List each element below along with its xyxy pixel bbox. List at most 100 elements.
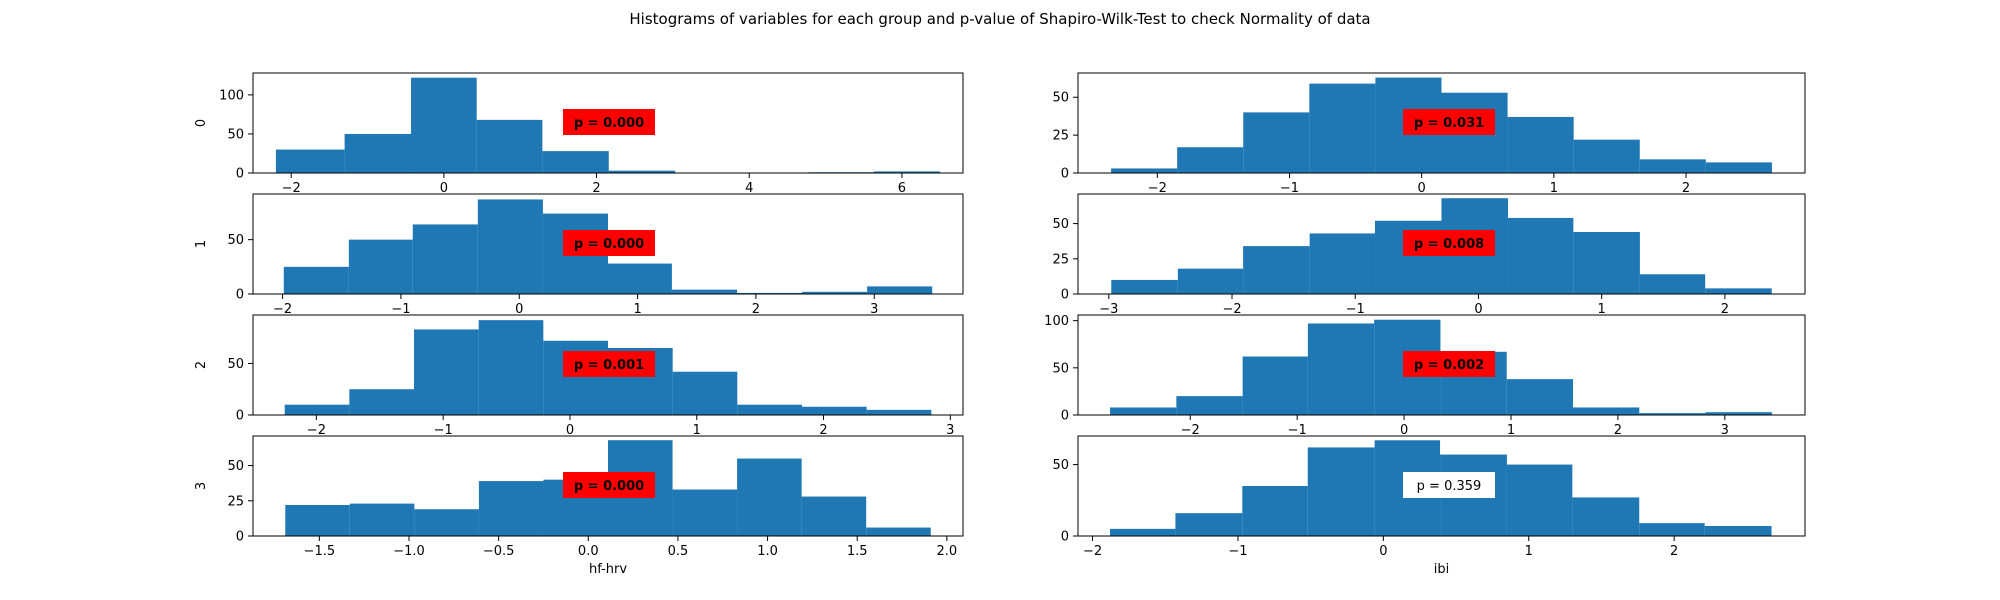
p-value-box [1403,230,1495,256]
y-tick-label: 0 [1061,288,1069,303]
p-value-label: p = 0.000 [574,116,644,131]
histogram-bar [412,224,478,294]
y-tick-label: 0 [236,530,244,545]
axes-frame [1077,72,1806,174]
x-tick-label: −2 [1148,181,1167,196]
p-value-label: p = 0.001 [574,358,644,373]
histogram-bar [672,371,738,415]
histogram-bar [1506,379,1574,415]
x-tick-label: 1 [1598,302,1606,317]
y-tick-label: 50 [227,127,244,142]
histogram-bar [1309,83,1376,173]
histogram-bar [801,496,867,536]
histogram-bar [1243,112,1310,173]
x-tick-label: 2 [752,302,760,317]
subplot-ibi-group-0: −2 −1 0 1 2 0 25 50 p = 0.031 [1052,72,1806,196]
x-tick-label: 1 [1507,423,1515,438]
x-tick-label: −2 [307,423,326,438]
x-tick-label: −1 [1228,544,1247,559]
y-tick-label: 50 [227,459,244,474]
x-tick-label: 1.5 [847,544,868,559]
p-value-box [563,472,655,498]
x-tick-label: 3 [1721,423,1729,438]
x-tick-label: −1 [1346,302,1365,317]
histogram-bar [411,77,477,173]
y-axis-label: 2 [194,361,209,369]
y-tick-label: 100 [219,88,244,103]
x-tick-label: 0 [566,423,574,438]
y-tick-label: 0 [236,288,244,303]
y-axis-label: 1 [194,240,209,248]
histogram-bar [1704,526,1772,536]
x-tick-label: −0.5 [483,544,515,559]
p-value-label: p = 0.002 [1414,358,1484,373]
histogram-bar [1572,497,1640,536]
p-value-label: p = 0.008 [1414,237,1484,252]
histogram-bar [275,149,345,173]
histogram-bar [283,266,349,294]
histogram-bar [1110,407,1177,415]
histogram-bar [608,170,676,173]
p-value-box [1403,472,1495,498]
y-tick-label: 0 [236,167,244,182]
x-tick-label: 2 [1614,423,1622,438]
x-tick-label: 0 [1400,423,1408,438]
histogram-bar [542,151,609,174]
histogram-bar [1573,139,1640,173]
histogram-bar [1307,447,1375,536]
x-tick-label: −2 [273,302,292,317]
x-tick-label: 2 [1721,302,1729,317]
x-tick-label: −3 [1099,302,1118,317]
histogram-bar [414,329,479,415]
histogram-bar [477,199,543,294]
histogram-bar [1705,162,1772,173]
p-value-box [563,230,655,256]
y-tick-label: 50 [1052,361,1069,376]
x-tick-label: 3 [870,302,878,317]
x-tick-label: 0 [1379,544,1387,559]
x-tick-label: −1.5 [304,544,336,559]
x-tick-label: 3 [946,423,954,438]
histogram-bar [1639,274,1706,294]
x-tick-label: 0 [1418,181,1426,196]
histogram-bar [1573,407,1640,415]
x-tick-label: −2 [282,181,301,196]
y-tick-label: 100 [1044,314,1069,329]
p-value-box [1403,109,1495,135]
y-tick-label: 0 [1061,167,1069,182]
histogram-bar [866,527,931,536]
p-value-label: p = 0.359 [1417,479,1482,494]
histogram-bar [1507,116,1574,173]
axes-frame [252,72,964,174]
histogram-bar [1177,147,1244,173]
histogram-bar [737,458,802,536]
histogram-bar [1639,413,1706,415]
subplot-hf-hrv-group-3: −1.5 −1.0 −0.5 0.0 0.5 1.0 1.5 2.0 0 25 50 3 hf-hrv p… [194,435,964,577]
x-tick-label: −2 [1083,544,1102,559]
histogram-bar [348,239,413,294]
histogram-bar [1506,464,1573,536]
histogram-bar [285,505,350,536]
y-tick-label: 0 [1061,530,1069,545]
p-value-label: p = 0.000 [574,237,644,252]
y-tick-label: 50 [227,357,244,372]
subplot-hf-hrv-group-0: −2 0 2 4 6 0 50 100 0 p = 0.000 [194,72,964,196]
y-axis-label: 3 [194,482,209,490]
histogram-bar [1242,356,1308,415]
histogram-bar [1508,217,1574,294]
x-tick-label: 1 [633,302,641,317]
histogram-bar [478,481,544,536]
histogram-bar [1243,246,1310,294]
x-axis-label: hf-hrv [589,562,627,577]
histogram-bar [1175,513,1243,536]
p-value-label: p = 0.031 [1414,116,1484,131]
histogram-bar [1309,233,1375,294]
axes-frame [1077,314,1806,416]
x-axis-label: ibi [1434,562,1449,577]
histogram-bar [672,489,738,536]
x-tick-label: −2 [1181,423,1200,438]
histogram-bar [1705,288,1772,294]
x-tick-label: −1 [1280,181,1299,196]
histogram-bar [737,404,802,415]
